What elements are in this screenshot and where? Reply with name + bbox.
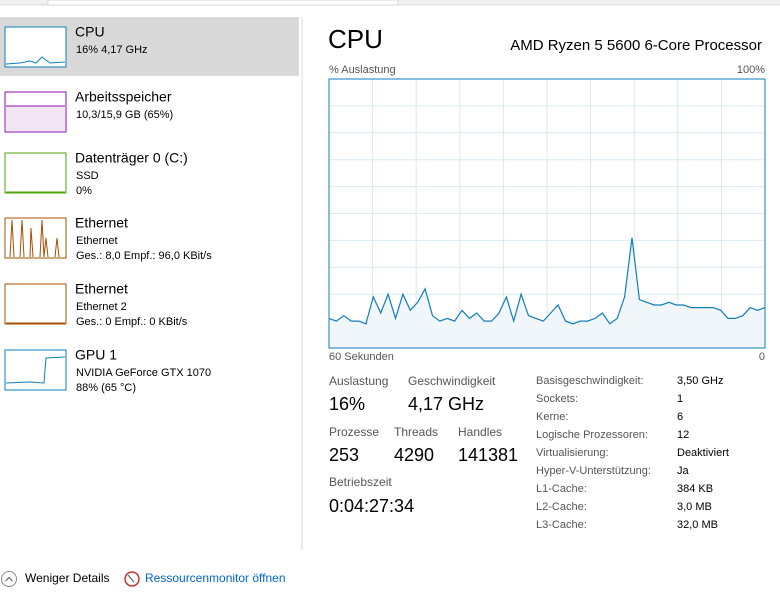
item-title: Arbeitsspeicher [75,89,172,105]
detail-label: Virtualisierung: [536,447,609,459]
resmon-needle [127,574,135,583]
detail-label: L3-Cache: [536,519,587,531]
resource-monitor-link[interactable]: Ressourcenmonitor öffnen [145,571,286,585]
stat-label: Geschwindigkeit [408,374,496,388]
thumbnail [4,26,67,68]
detail-panel: CPU AMD Ryzen 5 5600 6-Core Processor % Au… [328,24,766,531]
item-line: 16% 4,17 GHz [76,44,148,56]
graph-x-left: 60 Sekunden [329,351,394,363]
graph-border [328,78,766,349]
detail-value: 3,50 GHz [677,375,723,387]
thumbnail [4,349,67,391]
stat-label: Threads [394,425,438,439]
detail-label: Logische Prozessoren: [536,429,648,441]
usage-line [328,237,766,325]
detail-label: Basisgeschwindigkeit: [536,375,644,387]
detail-value: Ja [677,465,690,477]
graph-x-right: 0 [759,351,765,363]
detail-value: 6 [677,411,683,423]
item-line: SSD [76,170,99,182]
graph-y-label: % Auslastung [329,64,396,76]
stat-value: 16% [329,394,365,414]
detail-label: Kerne: [536,411,568,423]
stat-label: Betriebszeit [329,475,392,489]
stat-value: 141381 [458,445,518,465]
item-line: NVIDIA GeForce GTX 1070 [76,367,211,379]
detail-label: Sockets: [536,393,578,405]
item-line: 88% (65 °C) [76,382,136,394]
item-title: GPU 1 [75,347,117,363]
detail-value: Deaktiviert [677,447,729,459]
stat-label: Auslastung [329,374,388,388]
sidebar: CPU 16% 4,17 GHz Arbeitsspeicher 10,3/15,9 … [0,17,299,394]
thumbnail [4,152,67,194]
item-title: Ethernet [75,281,128,297]
item-title: CPU [75,24,105,40]
item-title: Ethernet [75,215,128,231]
less-details[interactable]: Weniger Details [25,571,109,585]
thumb-graph [9,219,60,258]
stat-value: 4,17 GHz [408,394,484,414]
chevron [5,576,13,582]
stat-label: Handles [458,425,502,439]
item-line: Ges.: 8,0 Empf.: 96,0 KBit/s [76,250,212,262]
detail-label: L1-Cache: [536,483,587,495]
detail-label: Hyper-V-Unterstützung: [536,465,651,477]
detail-value: 12 [677,429,689,441]
stat-value: 253 [329,445,359,465]
detail-value: 1 [677,393,683,405]
item-title: Datenträger 0 (C:) [75,150,188,166]
stat-label: Prozesse [329,425,379,439]
item-line: Ethernet 2 [76,301,127,313]
resmon-icon [124,571,140,587]
title: CPU [328,24,383,54]
item-line: 0% [76,185,92,197]
detail-value: 3,0 MB [677,501,712,513]
tabs[interactable] [47,0,399,6]
item-line: 10,3/15,9 GB (65%) [76,109,173,121]
detail-label: L2-Cache: [536,501,587,513]
item-line: Ges.: 0 Empf.: 0 KBit/s [76,316,188,328]
detail-value: 384 KB [677,483,713,495]
thumbnail [4,283,67,325]
graph-y-max: 100% [737,64,765,76]
stat-value: 0:04:27:34 [329,496,414,516]
detail-value: 32,0 MB [677,519,718,531]
collapse-icon[interactable] [1,571,17,587]
item-line: Ethernet [76,235,118,247]
processor: AMD Ryzen 5 5600 6-Core Processor [510,37,762,54]
thumb-graph [5,356,66,384]
stat-value: 4290 [394,445,434,465]
thumb-graph [5,56,66,65]
thumb-fill [6,106,65,131]
